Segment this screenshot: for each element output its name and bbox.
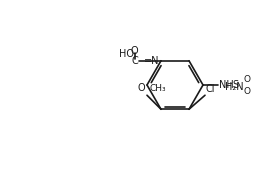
Text: O: O — [243, 87, 250, 96]
Text: NH: NH — [219, 80, 234, 90]
Text: C: C — [131, 56, 138, 66]
Text: =N: =N — [144, 56, 159, 66]
Text: H₂N: H₂N — [226, 82, 244, 92]
Text: O: O — [243, 75, 250, 83]
Text: O: O — [130, 46, 138, 56]
Text: CH₃: CH₃ — [149, 84, 166, 93]
Text: S: S — [232, 80, 238, 90]
Text: O: O — [137, 83, 145, 93]
Text: Cl: Cl — [206, 84, 216, 94]
Text: HO: HO — [119, 49, 134, 59]
